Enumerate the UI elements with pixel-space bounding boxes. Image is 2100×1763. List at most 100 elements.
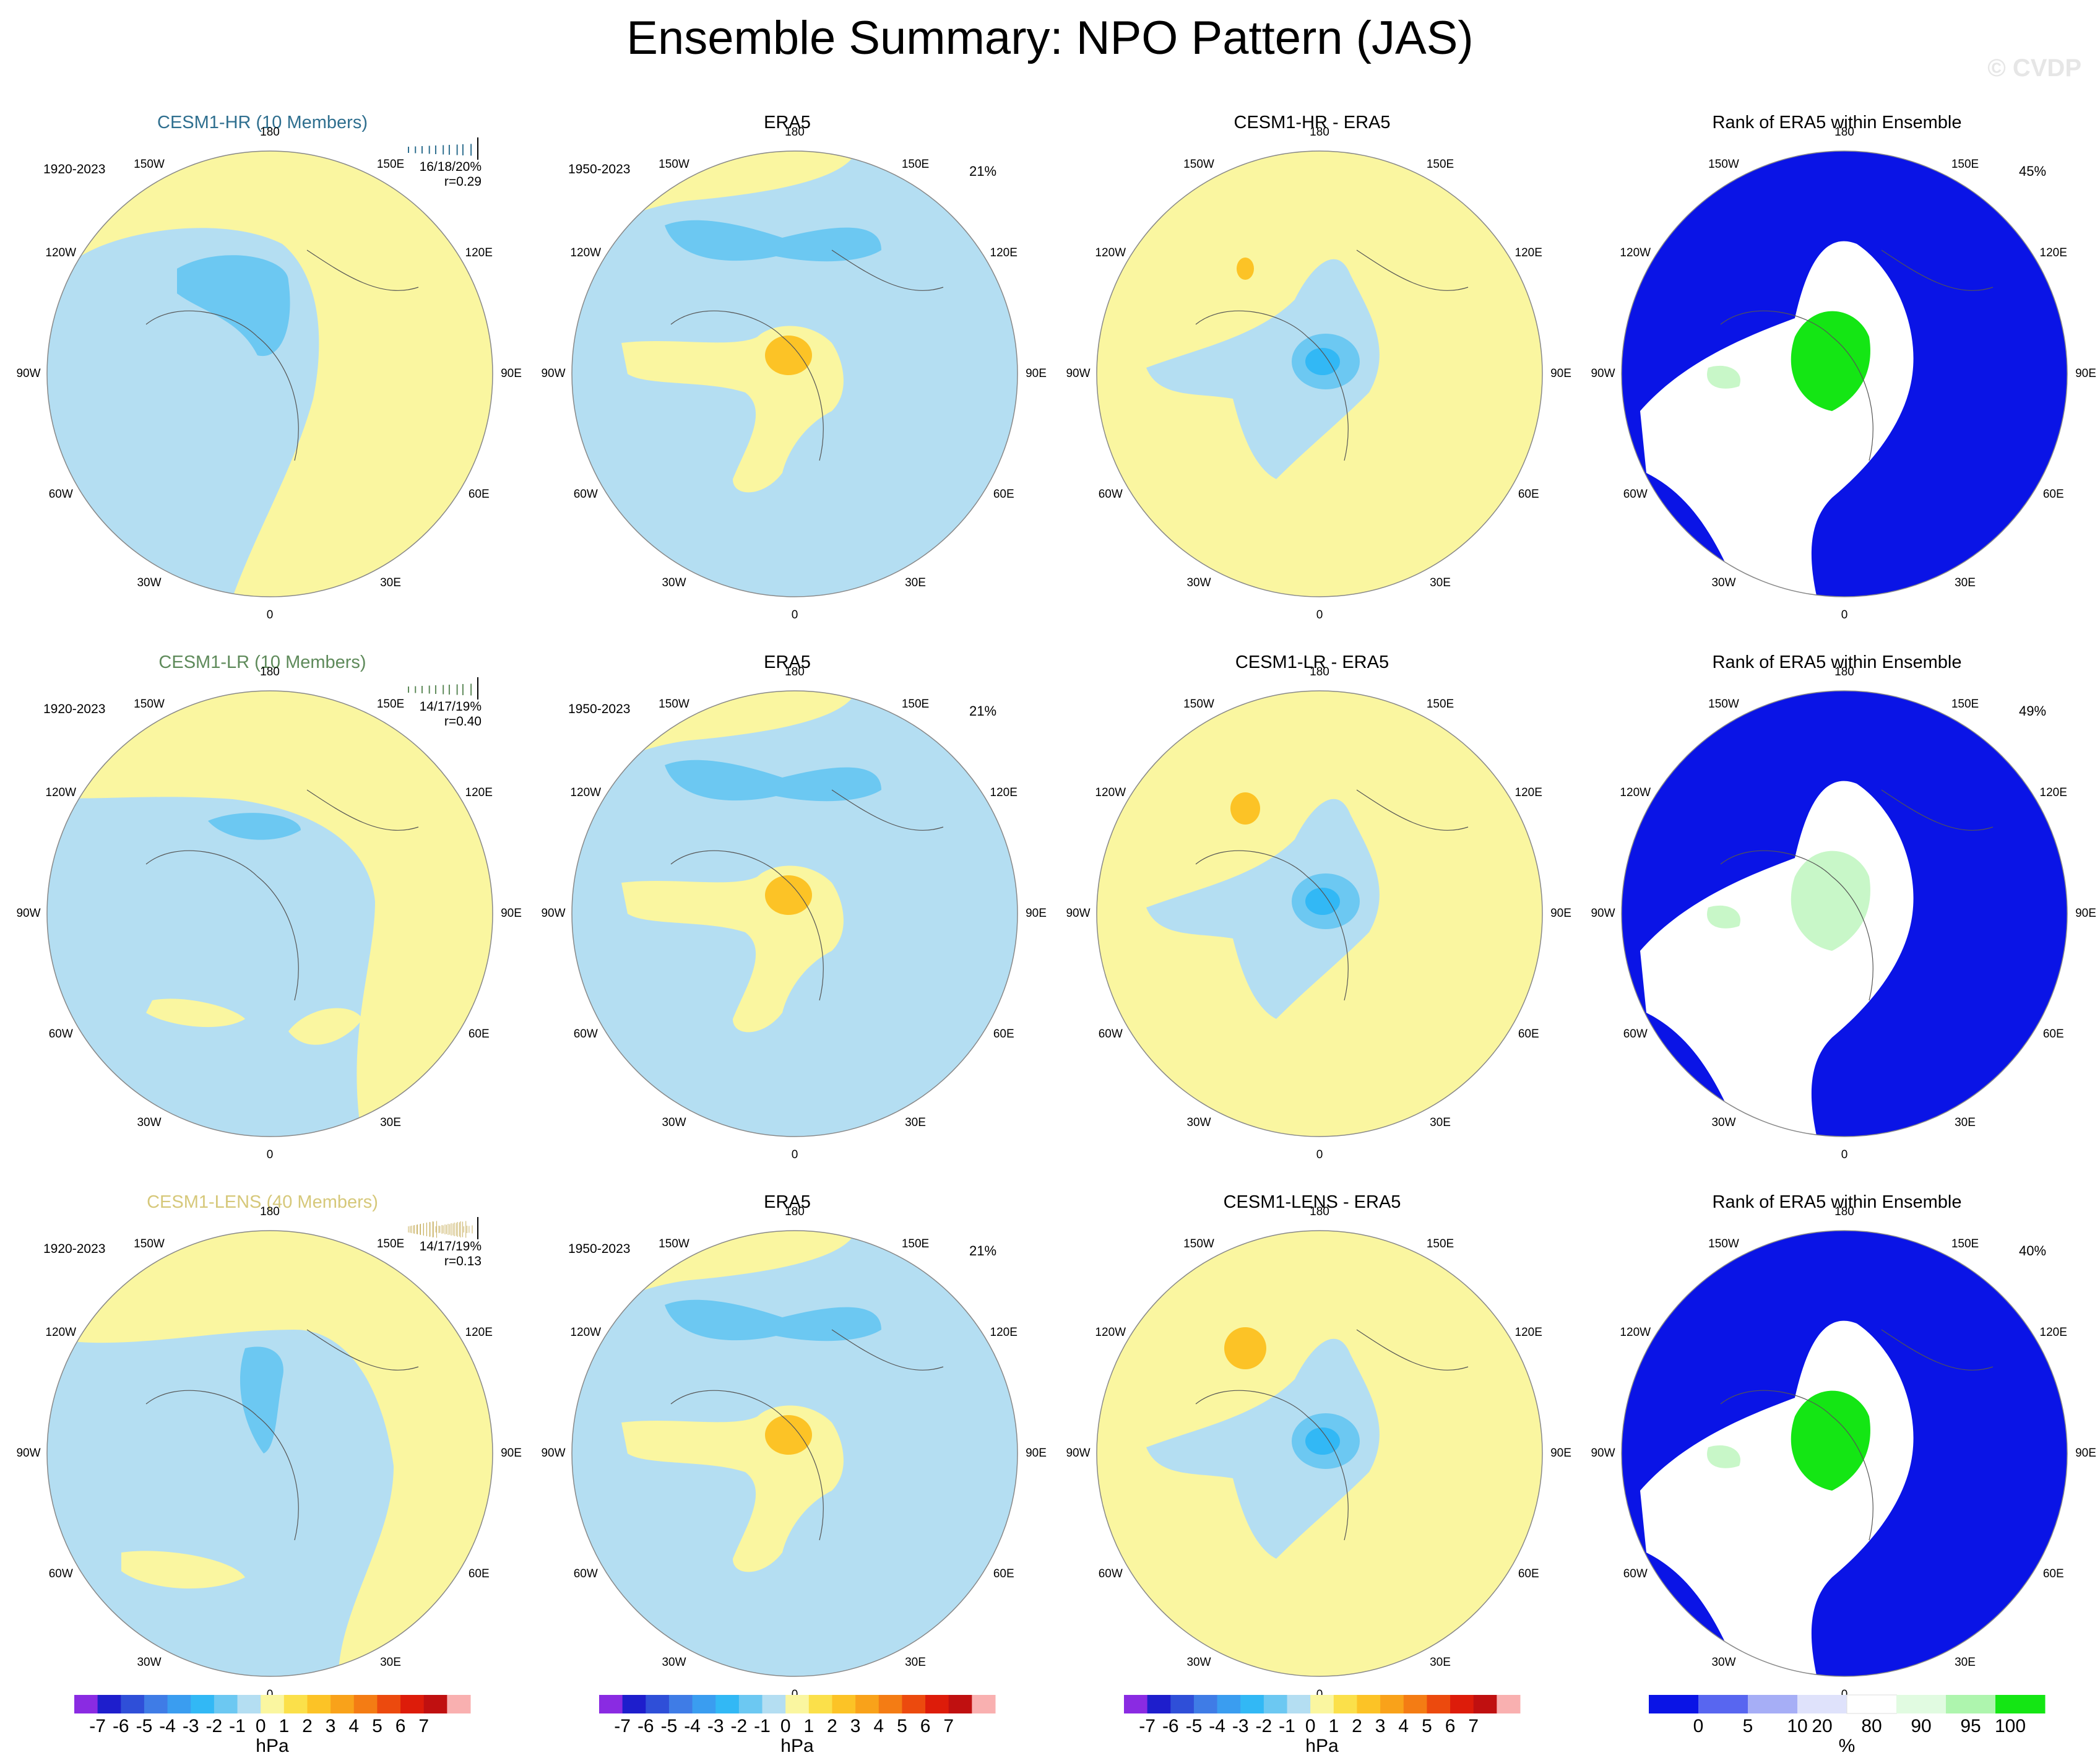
map-diff [1096, 150, 1543, 597]
ensemble-variance-stats: 14/17/19% [419, 1239, 482, 1254]
lon-150w-label: 150W [1183, 698, 1214, 711]
map-model [46, 150, 493, 597]
colorbar-swatch [353, 1695, 378, 1713]
colorbar-swatch [307, 1695, 331, 1713]
high-rank-core [1791, 1390, 1870, 1491]
colorbar-swatch [646, 1695, 670, 1713]
lon-120e-label: 120E [1515, 786, 1542, 799]
strong-negative-difference [1305, 1427, 1340, 1455]
lon-30e-label: 30E [905, 576, 926, 589]
colorbar-tick-label: 90 [1911, 1716, 1932, 1736]
lon-60e-label: 60E [993, 488, 1014, 501]
map-obs [571, 150, 1018, 597]
colorbar-tick-label: 5 [897, 1716, 907, 1736]
colorbar-swatch [599, 1695, 623, 1713]
colorbar-tick-label: 6 [920, 1716, 931, 1736]
colorbar-swatch [1263, 1695, 1288, 1713]
lon-90w-label: 90W [541, 367, 566, 380]
colorbar-units: % [1838, 1736, 1856, 1756]
colorbar-swatch [785, 1695, 810, 1713]
lon-120e-label: 120E [1515, 1326, 1542, 1339]
lon-30w-label: 30W [1186, 1655, 1211, 1669]
colorbar-tick-label: 1 [803, 1716, 815, 1736]
coastline [670, 249, 944, 461]
lon-0-label: 0 [791, 609, 798, 622]
lon-30w-label: 30W [1711, 1655, 1736, 1669]
map-border [1096, 1230, 1543, 1677]
panel-diff-row2: CESM1-LR - ERA5 180 150E 120E 90E 60E 30E 0 30W 6… [1050, 614, 1575, 1161]
colorbar-swatch [925, 1695, 949, 1713]
variance-percent: 21% [969, 163, 997, 179]
lon-150w-label: 150W [659, 698, 689, 711]
lon-150e-label: 150E [1951, 158, 1979, 171]
map-model [46, 1230, 493, 1677]
positive-anomaly-region [47, 691, 493, 1137]
negative-difference-region [1146, 1338, 1380, 1559]
lon-150w-label: 150W [1708, 1237, 1739, 1251]
lon-150w-label: 150W [134, 1237, 165, 1251]
lon-90w-label: 90W [16, 367, 41, 380]
lon-90e-label: 90E [1026, 1447, 1047, 1460]
lon-90e-label: 90E [2075, 907, 2096, 920]
colorbar-tick-label: -6 [637, 1716, 654, 1736]
colorbar-swatch [423, 1695, 447, 1713]
lon-60e-label: 60E [2042, 1567, 2064, 1580]
lon-30w-label: 30W [1711, 576, 1736, 589]
lon-60e-label: 60E [993, 1028, 1014, 1041]
coastline [1195, 1329, 1469, 1541]
lon-150e-label: 150E [376, 1237, 405, 1251]
colorbar-swatch [377, 1695, 401, 1713]
colorbar-tick-label: -4 [1209, 1716, 1225, 1736]
colorbar-swatch [400, 1695, 425, 1713]
lon-0-label: 0 [791, 1688, 798, 1701]
colorbar-tick-label: 6 [395, 1716, 406, 1736]
lon-180-label: 180 [785, 1205, 805, 1218]
colorbar-tick-label: 4 [348, 1716, 360, 1736]
colorbar-swatch [1380, 1695, 1404, 1713]
panel-title: Rank of ERA5 within Ensemble [1712, 652, 1962, 672]
coastline [1720, 249, 1994, 461]
negative-anomaly-core [665, 760, 881, 802]
lon-180-label: 180 [1310, 665, 1329, 678]
map-model [46, 690, 493, 1137]
colorbar-tick-label: 3 [1375, 1716, 1386, 1736]
colorbar-tick-label: -2 [730, 1716, 748, 1736]
map-diff [1096, 690, 1543, 1137]
colorbar-swatch [1450, 1695, 1474, 1713]
lon-90w-label: 90W [1591, 907, 1615, 920]
colorbar-swatch [948, 1695, 972, 1713]
negative-difference-region [1146, 259, 1380, 479]
lon-90e-label: 90E [501, 907, 522, 920]
lon-60e-label: 60E [2042, 1028, 2064, 1041]
lon-120w-label: 120W [45, 1326, 77, 1339]
lon-60w-label: 60W [48, 1567, 73, 1580]
colorbar-swatch [808, 1695, 832, 1713]
map-border [46, 150, 493, 597]
colorbar-tick-label: -7 [614, 1716, 631, 1736]
colorbar-tick-label: -1 [1279, 1716, 1295, 1736]
colorbar-hpa-col2: -7 -6 -5 -4 -3 -2 -1 0 1 2 3 4 5 6 7 hPa [543, 1694, 1068, 1763]
coastline [670, 789, 944, 1001]
lon-150w-label: 150W [134, 698, 165, 711]
positive-anomaly-core [765, 875, 812, 915]
colorbar-tick-label: 100 [1994, 1716, 2026, 1736]
lon-30e-label: 30E [1955, 576, 1976, 589]
lon-90e-label: 90E [1026, 367, 1047, 380]
lon-120w-label: 120W [570, 1326, 602, 1339]
colorbar-tick-label: 3 [325, 1716, 336, 1736]
lon-30e-label: 30E [380, 1655, 401, 1669]
lon-120e-label: 120E [465, 246, 493, 259]
period-label: 1950-2023 [568, 702, 631, 716]
map-border [1621, 150, 2068, 597]
lon-90e-label: 90E [501, 367, 522, 380]
positive-difference-core [1237, 258, 1254, 280]
lon-0-label: 0 [1316, 1148, 1323, 1161]
pattern-correlation: r=0.29 [444, 175, 482, 189]
map-rank [1621, 150, 2068, 597]
colorbar-rank: 0 5 10 20 80 90 95 100% [1593, 1694, 2100, 1763]
positive-difference-core [1224, 1327, 1266, 1369]
lon-120w-label: 120W [1620, 1326, 1651, 1339]
strong-negative-difference [1305, 888, 1340, 915]
colorbar-swatch [283, 1695, 308, 1713]
colorbar-swatch [1473, 1695, 1497, 1713]
